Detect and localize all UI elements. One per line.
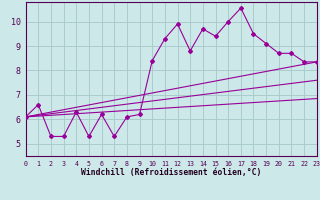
X-axis label: Windchill (Refroidissement éolien,°C): Windchill (Refroidissement éolien,°C) — [81, 168, 261, 177]
